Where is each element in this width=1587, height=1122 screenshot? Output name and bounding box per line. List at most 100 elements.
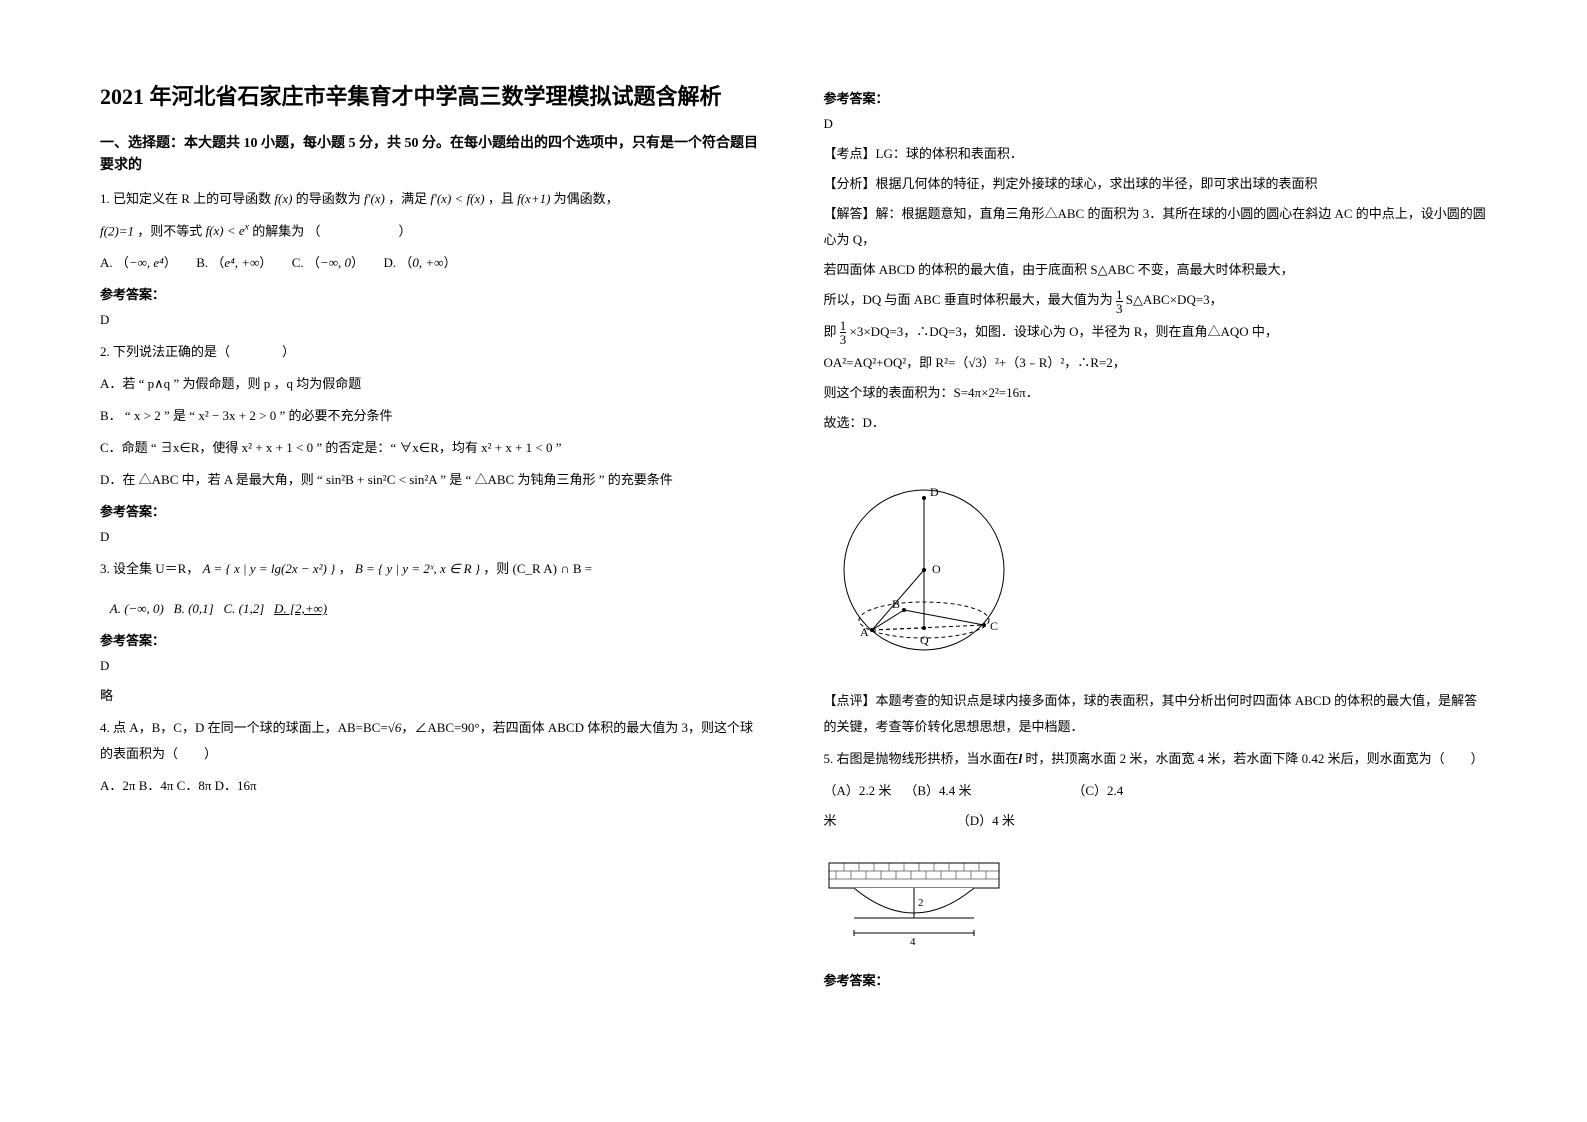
- q3-optA: A. (−∞, 0): [110, 601, 164, 616]
- q1-answer-label: 参考答案：: [100, 284, 764, 303]
- label-2: 2: [918, 897, 924, 909]
- left-column: 2021 年河北省石家庄市辛集育才中学高三数学理模拟试题含解析 一、选择题：本大…: [100, 80, 764, 993]
- q1-options: A. （−∞, e⁴） B. （e⁴, +∞） C. （−∞, 0） D. （0…: [100, 250, 764, 276]
- label-D: D: [930, 485, 939, 499]
- question-5: 5. 右图是抛物线形拱桥，当水面在l 时，拱顶离水面 2 米，水面宽 4 米，若…: [824, 746, 1488, 772]
- q1-optA-val: −∞, e⁴: [129, 255, 164, 270]
- question-1-line2: f(2)=1 ，则不等式 f(x) < ex 的解集为 （ ）: [100, 218, 764, 244]
- q3-setB: B = { y | y = 2ˣ, x ∈ R }: [355, 561, 480, 576]
- line-OA: [872, 570, 924, 630]
- q5-post: 时，拱顶离水面 2 米，水面宽 4 米，若水面下降 0.42 米后，则水面宽为（…: [1022, 751, 1484, 766]
- bridge-diagram: 2 4: [824, 848, 1004, 948]
- line-AQ: [872, 628, 924, 630]
- q4-sol-l6-den: 3: [840, 333, 847, 346]
- q2-optB: B． “ x > 2 ” 是 “ x² − 3x + 2 > 0 ” 的必要不充…: [100, 403, 764, 429]
- q1-optB-val: e⁴, +∞: [224, 255, 259, 270]
- q1-ineq: f′(x) < f(x): [430, 191, 484, 206]
- q2-optC: C．命题 “ ∃x∈R，使得 x² + x + 1 < 0 ” 的否定是：“ ∀…: [100, 435, 764, 461]
- q1-fx1: f(x+1): [517, 191, 550, 206]
- q3-optC: C. (1,2]: [223, 601, 264, 616]
- q1-optA-post: ）: [164, 255, 177, 270]
- q4-sol-l6-post: ×3×DQ=3，∴DQ=3，如图．设球心为 O，半径为 R，则在直角△AQO 中…: [850, 324, 1278, 339]
- q1-ineq2: f(x) < ex: [206, 223, 249, 238]
- q5-answer-label: 参考答案：: [824, 970, 1488, 989]
- q4-prefix: 4. 点 A，B，C，D 在同一个球的球面上，AB=BC=: [100, 720, 388, 735]
- q1-optD-post: ）: [443, 255, 456, 270]
- q1-optC-post: ）: [351, 255, 364, 270]
- right-column: 参考答案： D 【考点】LG：球的体积和表面积． 【分析】根据几何体的特征，判定…: [824, 80, 1488, 993]
- label-A: A: [860, 625, 869, 639]
- q1-fx: f(x): [274, 191, 292, 206]
- bridge-bricks: [829, 863, 999, 879]
- q4-sol-l1: 【考点】LG：球的体积和表面积．: [824, 141, 1488, 167]
- q4-sol-l9: 故选：D．: [824, 410, 1488, 436]
- sphere-diagram: O D A B C Q: [824, 450, 1024, 670]
- q1-f2: f(2)=1: [100, 223, 134, 238]
- bridge-deck: [829, 863, 999, 888]
- question-4: 4. 点 A，B，C，D 在同一个球的球面上，AB=BC=√6，∠ABC=90°…: [100, 715, 764, 767]
- exam-title: 2021 年河北省石家庄市辛集育才中学高三数学理模拟试题含解析: [100, 80, 764, 113]
- q4-sol-l5: 所以，DQ 与面 ABC 垂直时体积最大，最大值为为 1 3 S△ABC×DQ=…: [824, 287, 1488, 315]
- q3-mid: ，: [339, 561, 352, 576]
- q2-answer: D: [100, 524, 764, 550]
- q4-answer: D: [824, 111, 1488, 137]
- q4-sol-l3: 【解答】解：根据题意知，直角三角形△ABC 的面积为 3．其所在球的小圆的圆心在…: [824, 201, 1488, 253]
- q4-sol-l6: 即 1 3 ×3×DQ=3，∴DQ=3，如图．设球心为 O，半径为 R，则在直角…: [824, 319, 1488, 347]
- q4-sol-l8: 则这个球的表面积为：S=4π×2²=16π．: [824, 380, 1488, 406]
- q3-optD: D. [2,+∞): [274, 601, 327, 616]
- q4-sol-l6-num: 1: [840, 319, 847, 333]
- q1-l2-mid: ，则不等式: [137, 223, 202, 238]
- q2-optD: D．在 △ABC 中，若 A 是最大角，则 “ sin²B + sin²C < …: [100, 467, 764, 493]
- q5-pre: 5. 右图是抛物线形拱桥，当水面在: [824, 751, 1019, 766]
- q1-optB-post: ）: [259, 255, 272, 270]
- q1-stem-prefix: 1. 已知定义在 R 上的可导函数: [100, 191, 271, 206]
- q4-sol-l5-den: 3: [1116, 302, 1123, 315]
- q2-optA: A．若 “ p∧q ” 为假命题，则 p ，q 均为假命题: [100, 371, 764, 397]
- q4-sol-l5-post: S△ABC×DQ=3，: [1126, 292, 1223, 307]
- q5-optC: （C）2.4: [1072, 783, 1123, 798]
- q3-setA: A = { x | y = lg(2x − x²) }: [203, 561, 336, 576]
- q5-optA: （A）2.2 米: [824, 783, 892, 798]
- label-O: O: [932, 562, 941, 576]
- line-BC: [904, 610, 984, 625]
- question-2-stem: 2. 下列说法正确的是（ ）: [100, 339, 764, 365]
- question-1: 1. 已知定义在 R 上的可导函数 f(x) 的导函数为 f′(x) ，满足 f…: [100, 186, 764, 212]
- q5-optC2: 米: [824, 813, 837, 828]
- q4-sqrt6: √6: [388, 720, 402, 735]
- q4-options: A．2π B．4π C．8π D．16π: [100, 773, 764, 799]
- q1-stem-mid1: 的导函数为: [296, 191, 361, 206]
- q1-optC-pre: C. （: [292, 255, 320, 270]
- q1-optD-pre: D. （: [384, 255, 413, 270]
- q3-options: A. (−∞, 0) B. (0,1] C. (1,2] D. [2,+∞): [100, 596, 764, 622]
- q1-optD-val: 0, +∞: [412, 255, 443, 270]
- q3-prefix: 3. 设全集 U＝R，: [100, 561, 199, 576]
- q5-optB: （B）4.4 米: [904, 783, 971, 798]
- q1-stem-mid4: 为偶函数，: [554, 191, 619, 206]
- q4-sol-l6-pre: 即: [824, 324, 837, 339]
- q3-answer-label: 参考答案：: [100, 630, 764, 649]
- q4-answer-label: 参考答案：: [824, 88, 1488, 107]
- q1-optC-val: −∞, 0: [320, 255, 351, 270]
- q3-answer: D: [100, 653, 764, 679]
- q4-sol-l5-num: 1: [1116, 288, 1123, 302]
- q4-sol-l10: 【点评】本题考查的知识点是球内接多面体，球的表面积，其中分析出何时四面体 ABC…: [824, 688, 1488, 740]
- question-3: 3. 设全集 U＝R， A = { x | y = lg(2x − x²) } …: [100, 556, 764, 582]
- line-AB: [872, 610, 904, 630]
- q1-stem-mid3: ，且: [488, 191, 514, 206]
- q4-sol-l5-pre: 所以，DQ 与面 ABC 垂直时体积最大，最大值为为: [824, 292, 1113, 307]
- q1-optB-pre: B. （: [196, 255, 224, 270]
- label-C: C: [990, 619, 998, 633]
- q1-fpx: f′(x): [364, 191, 385, 206]
- q4-sol-l7: OA²=AQ²+OQ²，即 R²=（√3）²+（3﹣R）²，∴R=2，: [824, 350, 1488, 376]
- q1-optA-pre: A. （: [100, 255, 129, 270]
- section-1-header: 一、选择题：本大题共 10 小题，每小题 5 分，共 50 分。在每小题给出的四…: [100, 133, 764, 178]
- q4-sol-l4: 若四面体 ABCD 的体积的最大值，由于底面积 S△ABC 不变，高最大时体积最…: [824, 257, 1488, 283]
- label-4: 4: [910, 936, 916, 948]
- q4-sol-l2: 【分析】根据几何体的特征，判定外接球的球心，求出球的半径，即可求出球的表面积: [824, 171, 1488, 197]
- q3-optB: B. (0,1]: [174, 601, 214, 616]
- q5-options-row1: （A）2.2 米 （B）4.4 米 （C）2.4: [824, 778, 1488, 804]
- q2-answer-label: 参考答案：: [100, 501, 764, 520]
- q1-stem-mid2: ，满足: [388, 191, 427, 206]
- label-Q: Q: [920, 633, 929, 647]
- q1-answer: D: [100, 307, 764, 333]
